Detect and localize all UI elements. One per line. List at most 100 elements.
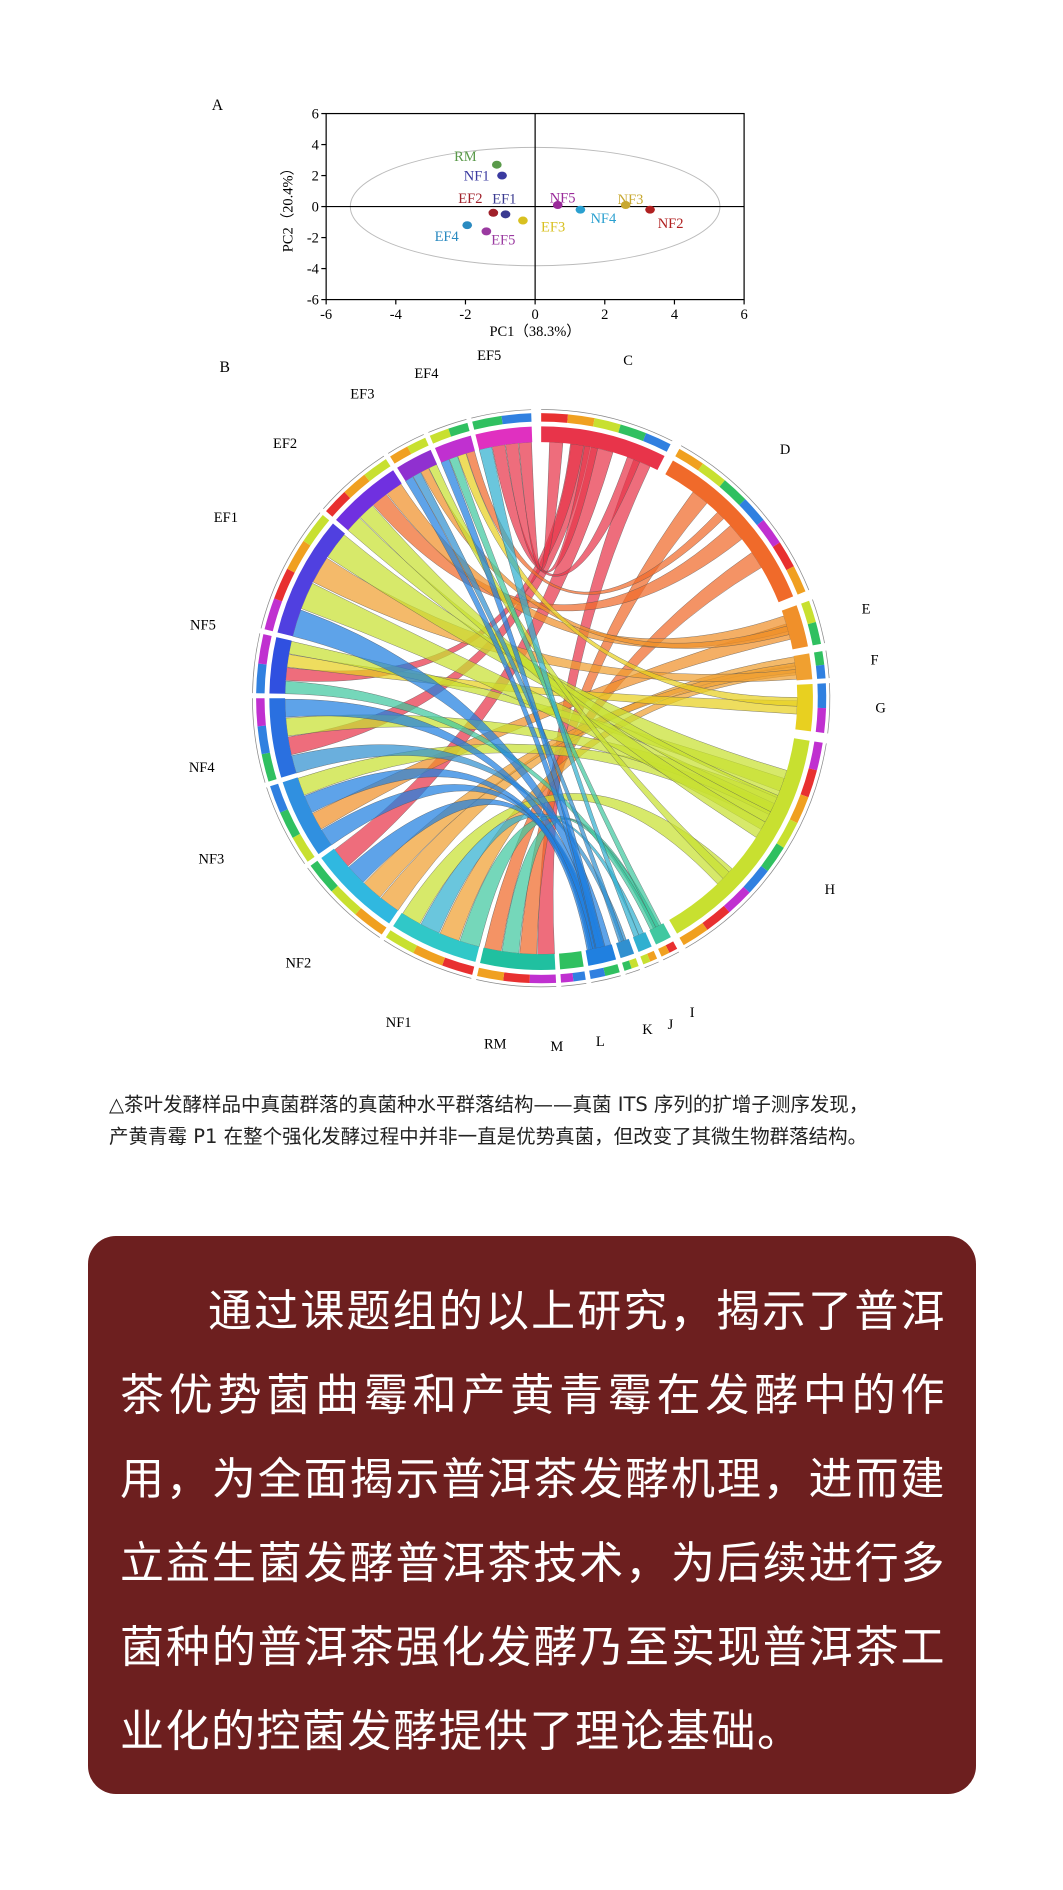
tick-ring — [825, 650, 830, 679]
y-tick-label: 6 — [312, 106, 319, 122]
segment-stripe — [622, 960, 632, 971]
segment-stripe — [292, 833, 315, 862]
point — [462, 221, 473, 230]
point — [552, 201, 563, 210]
segment-label: I — [690, 1005, 695, 1021]
segment-arc — [282, 777, 332, 855]
segment-arc — [781, 605, 808, 650]
segment-label: NF4 — [189, 760, 216, 776]
segment-stripe — [261, 752, 277, 782]
point-label: NF3 — [618, 192, 644, 208]
point-label: EF5 — [491, 233, 515, 249]
segment-arc — [793, 653, 813, 681]
tick-ring — [252, 698, 266, 783]
segment-stripe — [560, 973, 574, 983]
tick-ring — [541, 409, 673, 442]
segment-stripe — [761, 843, 784, 872]
chord-ribbon — [518, 442, 564, 571]
segment-label: RM — [484, 1037, 507, 1053]
segment-stripe — [567, 414, 595, 427]
segment-arc — [269, 698, 297, 778]
segment-stripe — [310, 860, 338, 892]
segment-label: EF1 — [214, 510, 238, 526]
point — [518, 216, 528, 225]
segment-stripe — [647, 950, 658, 962]
panel-label: A — [212, 97, 224, 114]
tick-ring — [383, 940, 472, 979]
tick-ring — [252, 633, 261, 694]
segment-arc — [616, 938, 635, 959]
segment-label: NF5 — [190, 617, 216, 633]
segment-stripe — [801, 600, 816, 625]
segment-label: F — [871, 652, 879, 668]
segment-stripe — [642, 433, 671, 452]
segment-label: G — [875, 701, 885, 717]
segment-stripe — [364, 459, 391, 482]
point — [497, 171, 507, 180]
x-axis-title: PC1（38.3%） — [489, 323, 580, 340]
point-label: EF1 — [492, 191, 516, 207]
segment-stripe — [270, 783, 288, 813]
y-tick-label: 0 — [312, 199, 319, 215]
point-label: NF4 — [590, 211, 617, 227]
segment-stripe — [675, 448, 703, 471]
segment-label: NF1 — [386, 1015, 412, 1031]
x-tick-label: -6 — [320, 307, 332, 323]
segment-arc — [393, 912, 480, 962]
segment-stripe — [815, 664, 826, 679]
segment-label: L — [596, 1034, 605, 1050]
caption-line: △茶叶发酵样品中真菌群落的真菌种水平群落结构——真菌 ITS 序列的扩增子测序发… — [109, 1093, 869, 1116]
body-text: 通过课题组的以上研究，揭示了普洱茶优势菌曲霉和产黄青霉在发酵中的作用，为全面揭示… — [120, 1286, 946, 1757]
segment-label: EF4 — [414, 366, 439, 382]
segment-arc — [649, 923, 671, 945]
segment-stripe — [817, 683, 827, 709]
segment-stripe — [572, 971, 586, 982]
segment-stripe — [815, 707, 827, 733]
segment-stripe — [618, 424, 647, 442]
segment-stripe — [472, 415, 503, 430]
chord-ribbon — [428, 464, 730, 879]
segment-arc — [277, 523, 345, 637]
segment-stripe — [477, 967, 505, 981]
x-tick-label: 4 — [671, 307, 679, 323]
point-label: NF5 — [550, 191, 576, 207]
segment-stripe — [603, 964, 620, 976]
tick-ring — [685, 743, 827, 949]
segment-arc — [397, 449, 438, 482]
segment-label: E — [862, 602, 871, 618]
segment-stripe — [719, 480, 746, 506]
segment-arc — [669, 738, 810, 934]
segment-arc — [321, 848, 398, 924]
y-tick-label: -6 — [307, 292, 319, 308]
segment-label: H — [825, 882, 836, 898]
y-axis-title: PC2（20.4%） — [279, 161, 296, 252]
caption-line: 产黄青霉 P1 在整个强化发酵过程中并非一直是优势真菌，但改变了其微生物群落结构… — [109, 1125, 868, 1148]
x-tick-label: -4 — [390, 307, 403, 323]
segment-stripe — [407, 437, 429, 454]
segment-label: EF3 — [350, 387, 374, 403]
segment-arc — [795, 683, 813, 732]
segment-stripe — [679, 922, 708, 946]
segment-stripe — [264, 598, 283, 632]
x-tick-label: 2 — [601, 307, 608, 323]
y-tick-label: 4 — [312, 137, 320, 153]
segment-stripe — [413, 945, 446, 966]
segment-stripe — [807, 622, 822, 646]
tick-ring — [471, 409, 532, 419]
segment-stripe — [344, 474, 370, 499]
segment-arc — [559, 951, 584, 970]
segment-label: D — [780, 442, 790, 458]
segment-label: EF2 — [273, 436, 297, 452]
segment-stripe — [541, 413, 568, 423]
segment-label: NF3 — [199, 852, 225, 868]
point — [481, 227, 492, 236]
segment-label: K — [642, 1022, 653, 1038]
tick-ring — [307, 867, 380, 938]
tick-ring — [323, 455, 385, 510]
point — [620, 201, 631, 210]
segment-label: C — [623, 353, 633, 369]
point — [645, 205, 655, 214]
segment-stripe — [274, 568, 295, 602]
segment-stripe — [757, 519, 780, 547]
